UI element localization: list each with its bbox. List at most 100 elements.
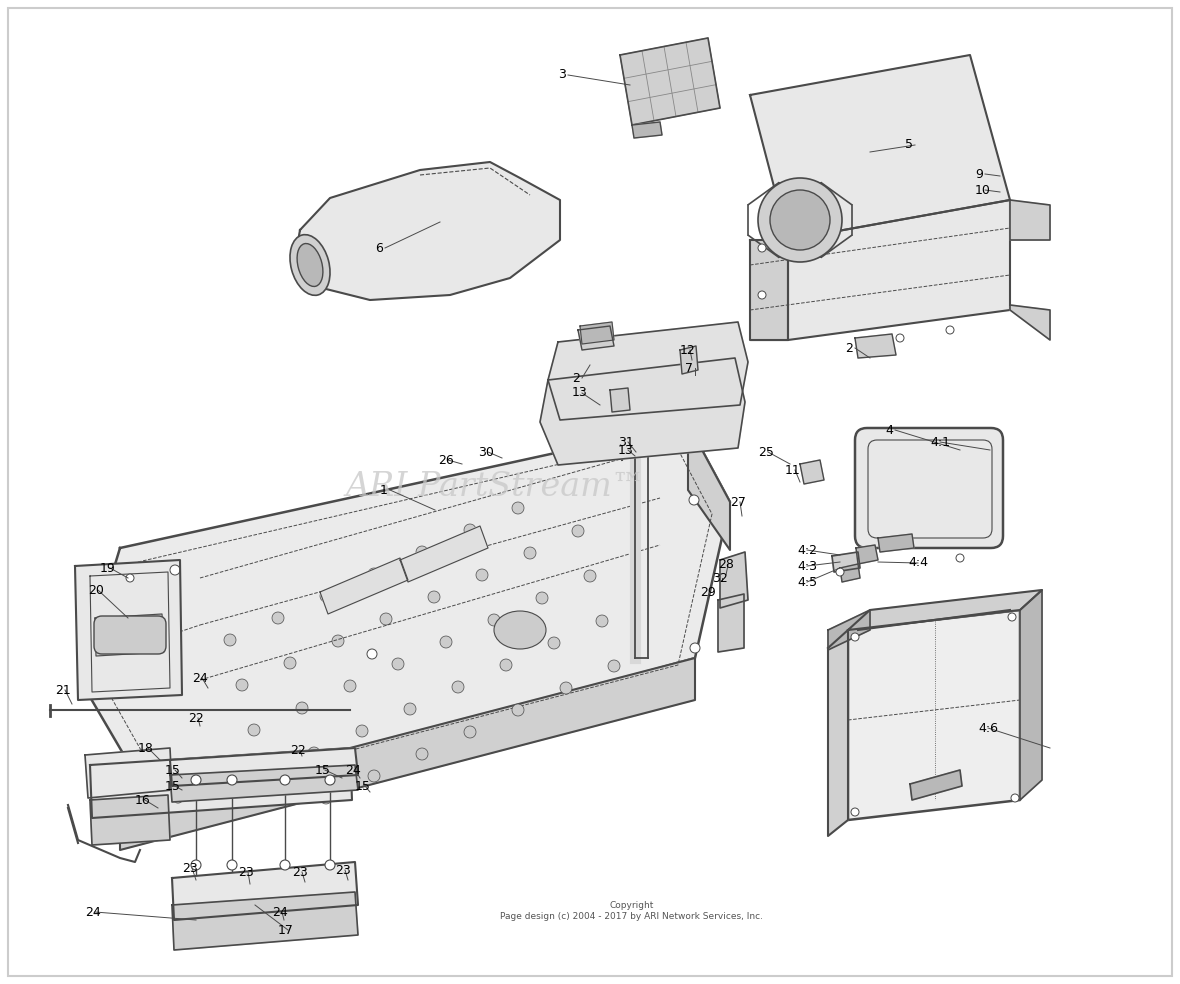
Text: 15: 15 [165,779,181,792]
Circle shape [191,775,201,785]
Polygon shape [828,630,848,836]
Ellipse shape [290,234,330,295]
Text: Copyright
Page design (c) 2004 - 2017 by ARI Network Services, Inc.: Copyright Page design (c) 2004 - 2017 by… [500,901,762,921]
Ellipse shape [297,243,323,286]
Text: 9: 9 [975,167,983,180]
Polygon shape [848,590,1042,630]
Circle shape [224,634,236,646]
Circle shape [284,657,296,669]
Text: 28: 28 [717,559,734,572]
Text: 24: 24 [345,764,361,776]
Polygon shape [680,346,699,374]
Circle shape [596,615,608,627]
Circle shape [280,860,290,870]
Polygon shape [1010,305,1050,340]
Text: 32: 32 [712,572,728,584]
Circle shape [248,724,260,736]
Text: 4:3: 4:3 [796,560,817,573]
Text: 2: 2 [572,372,579,385]
Polygon shape [172,892,358,950]
Polygon shape [76,560,182,700]
Polygon shape [581,322,614,344]
Polygon shape [856,334,896,358]
Circle shape [689,495,699,505]
Polygon shape [720,552,748,608]
Circle shape [690,643,700,653]
Circle shape [548,637,560,649]
Polygon shape [90,795,170,845]
Text: 5: 5 [905,139,913,152]
Circle shape [771,190,830,250]
Text: 24: 24 [192,671,208,685]
Polygon shape [320,558,408,614]
Polygon shape [910,770,962,800]
FancyBboxPatch shape [94,616,166,654]
Circle shape [170,565,181,575]
Circle shape [489,614,500,626]
Circle shape [356,725,368,737]
Circle shape [440,636,452,648]
Polygon shape [172,862,358,920]
Text: 4:1: 4:1 [930,436,950,449]
Circle shape [368,568,380,580]
Polygon shape [170,748,358,786]
Polygon shape [632,122,662,138]
Polygon shape [717,594,745,652]
Circle shape [173,793,183,803]
Circle shape [324,860,335,870]
Text: 10: 10 [975,183,991,197]
Text: 22: 22 [188,711,204,724]
Circle shape [404,703,417,715]
Circle shape [260,769,273,781]
Text: 22: 22 [290,744,306,757]
Text: 31: 31 [618,436,634,449]
Polygon shape [750,55,1010,240]
Polygon shape [85,748,172,798]
Circle shape [392,658,404,670]
Circle shape [368,770,380,782]
Text: 24: 24 [85,905,100,918]
Polygon shape [295,162,560,300]
Circle shape [536,592,548,604]
Polygon shape [1020,590,1042,800]
Circle shape [126,574,135,582]
Text: 1: 1 [380,483,388,497]
Text: 16: 16 [135,793,151,807]
Circle shape [464,726,476,738]
Polygon shape [688,424,730,550]
Polygon shape [80,424,730,808]
Circle shape [428,591,440,603]
Polygon shape [800,460,824,484]
Text: 6: 6 [375,241,382,255]
Circle shape [324,775,335,785]
Circle shape [380,613,392,625]
Circle shape [417,748,428,760]
Polygon shape [620,38,720,125]
Polygon shape [610,388,630,412]
Circle shape [191,860,201,870]
Polygon shape [96,614,164,656]
Text: 4:5: 4:5 [796,576,817,588]
Polygon shape [540,358,745,465]
Circle shape [280,775,290,785]
Text: 17: 17 [278,924,294,937]
Circle shape [572,525,584,537]
Circle shape [476,569,489,581]
Circle shape [464,524,476,536]
Text: 29: 29 [700,585,716,598]
Text: 3: 3 [558,69,566,82]
Text: 18: 18 [138,742,153,755]
Polygon shape [1010,200,1050,240]
Circle shape [1008,613,1016,621]
Text: ARI PartStream™: ARI PartStream™ [346,471,645,503]
Text: 23: 23 [291,866,308,879]
Text: 15: 15 [315,764,330,776]
Polygon shape [840,564,860,582]
Text: 23: 23 [335,864,350,877]
Ellipse shape [494,611,546,649]
Polygon shape [750,240,788,340]
Text: 12: 12 [680,343,696,356]
Circle shape [758,178,843,262]
Circle shape [308,747,320,759]
Text: 23: 23 [182,862,198,875]
